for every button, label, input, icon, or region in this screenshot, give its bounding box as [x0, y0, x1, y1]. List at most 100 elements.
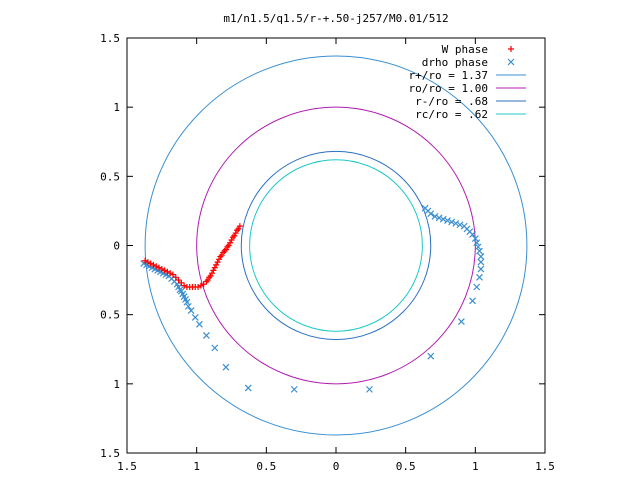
drho-phase-point [477, 265, 485, 273]
drho-phase-point [469, 297, 476, 305]
w-phase-point [234, 227, 241, 234]
w-phase-point [208, 270, 215, 277]
w-phase-point [175, 277, 182, 284]
drho-phase-point [473, 239, 481, 247]
drho-phase-point [290, 385, 298, 393]
drho-phase-point [477, 253, 485, 260]
drho-phase-point [184, 302, 192, 310]
w-phase-series [142, 223, 243, 290]
drho-phase-point [460, 222, 468, 230]
drho-phase-point [444, 217, 451, 225]
drho-phase-point [473, 283, 481, 291]
chart-title: m1/n1.5/q1.5/r-+.50-j257/M0.01/512 [223, 12, 448, 25]
x-tick-label: 0 [333, 460, 340, 473]
circle-series-line [144, 55, 528, 436]
x-tick-label: 0.5 [396, 460, 416, 473]
drho-phase-point [476, 247, 483, 255]
drho-phase-point [211, 344, 219, 352]
legend-label: rc/ro = .62 [415, 108, 488, 121]
x-tick-label: 1.5 [117, 460, 137, 473]
w-phase-point [172, 274, 179, 281]
reference-circles [144, 55, 528, 436]
w-phase-point [225, 242, 232, 249]
w-phase-point [229, 234, 236, 241]
w-phase-point [228, 236, 235, 243]
w-phase-point [147, 260, 154, 267]
drho-phase-point [196, 320, 203, 328]
drho-phase-point [456, 221, 464, 229]
w-phase-point [218, 252, 225, 259]
w-phase-point [158, 266, 165, 273]
circle-series-line [249, 159, 423, 332]
drho-phase-point [427, 352, 435, 360]
w-phase-point [200, 281, 207, 288]
x-tick-label: 1 [472, 460, 479, 473]
w-phase-point [231, 232, 238, 239]
w-phase-point [197, 282, 204, 289]
drho-phase-point [183, 298, 191, 306]
drho-phase-point [474, 243, 482, 251]
w-phase-point [204, 277, 211, 284]
legend-label: r-/ro = .68 [415, 95, 488, 108]
w-phase-point [224, 243, 231, 250]
w-phase-point [142, 257, 149, 264]
w-phase-point [213, 261, 220, 268]
w-phase-point [232, 230, 239, 237]
y-tick-label: 1.5 [100, 447, 120, 460]
circle-series-line [240, 150, 432, 341]
w-phase-point [227, 239, 234, 246]
w-phase-point [215, 256, 222, 263]
legend-marker-sample [508, 46, 514, 52]
w-phase-point [203, 278, 210, 285]
w-phase-point [235, 225, 242, 232]
y-tick-label: 0.5 [100, 309, 120, 322]
w-phase-point [211, 264, 218, 271]
x-tick-label: 0.5 [256, 460, 276, 473]
w-phase-point [206, 274, 213, 281]
drho-phase-point [439, 215, 447, 223]
drho-phase-point [457, 318, 465, 326]
drho-phase-point [448, 218, 456, 226]
drho-phase-point [222, 363, 230, 371]
circle-series-line [196, 106, 476, 385]
x-tick-label: 1 [193, 460, 200, 473]
w-phase-point [144, 259, 151, 266]
w-phase-point [156, 264, 163, 271]
w-phase-point [169, 271, 176, 278]
w-phase-point [150, 261, 157, 268]
drho-phase-point [244, 384, 252, 392]
y-tick-label: 1 [113, 101, 120, 114]
x-tick-label: 1.5 [535, 460, 555, 473]
y-tick-label: 0 [113, 240, 120, 253]
axis-ticks: 1.5 1 0.5 0 0.5 1 1.51.510.500.511.5 [100, 32, 555, 473]
legend-label: r+/ro = 1.37 [409, 69, 488, 82]
drho-phase-point [477, 258, 485, 266]
w-phase-point [195, 284, 202, 290]
w-phase-point [164, 268, 171, 275]
drho-phase-point [421, 204, 429, 212]
w-phase-point [217, 253, 224, 260]
w-phase-point [207, 272, 214, 279]
drho-phase-point [452, 219, 460, 227]
legend-label: ro/ro = 1.00 [409, 82, 488, 95]
w-phase-point [178, 279, 185, 286]
w-phase-point [161, 267, 168, 274]
w-phase-point [214, 259, 221, 266]
w-phase-point [222, 246, 229, 253]
legend-marker-sample [507, 58, 515, 66]
data-series [140, 204, 485, 393]
drho-phase-point [471, 235, 479, 243]
y-tick-label: 1 [113, 378, 120, 391]
w-phase-point [167, 270, 174, 277]
w-phase-point [210, 267, 217, 274]
drho-phase-point [202, 331, 210, 339]
w-phase-point [181, 282, 188, 289]
legend-label: drho phase [422, 56, 488, 69]
y-tick-label: 0.5 [100, 170, 120, 183]
drho-phase-point [476, 273, 483, 281]
drho-phase-point [435, 214, 443, 222]
y-tick-label: 1.5 [100, 32, 120, 45]
drho-phase-point [431, 213, 439, 220]
